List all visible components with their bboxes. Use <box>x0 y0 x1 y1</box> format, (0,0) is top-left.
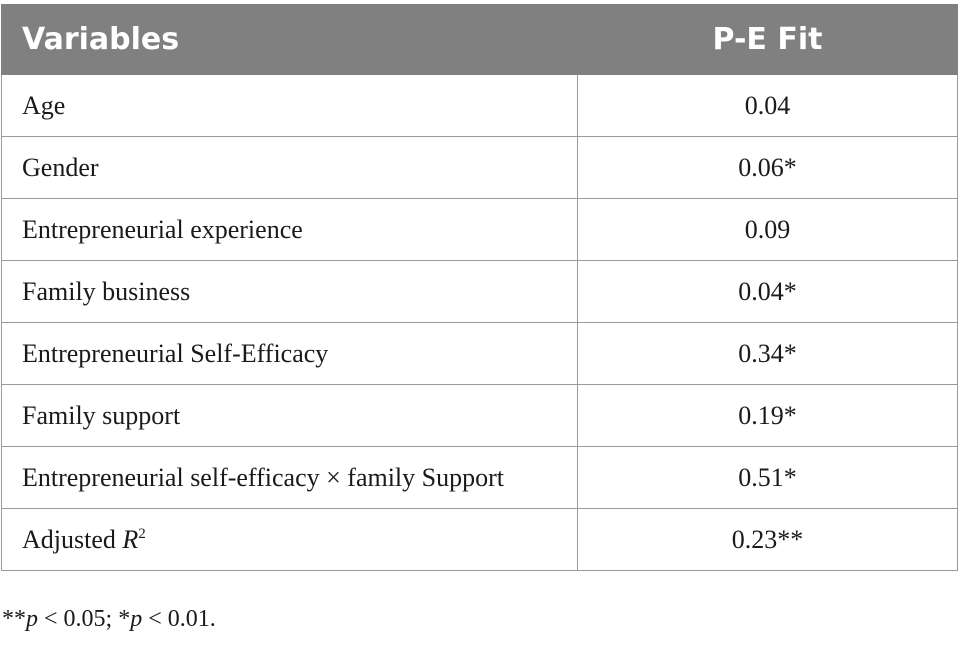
row-value-adjusted-r2: 0.23** <box>577 508 958 571</box>
r-symbol: R <box>122 524 139 554</box>
row-value: 0.19* <box>577 384 958 447</box>
row-variable: Age <box>1 74 578 137</box>
row-variable: Entrepreneurial Self-Efficacy <box>1 322 578 385</box>
table-row: Family support 0.19* <box>1 384 958 447</box>
table-row: Family business 0.04* <box>1 260 958 323</box>
footnote-threshold-2: < 0.01. <box>142 606 216 632</box>
row-variable-adjusted-r2: Adjusted R2 <box>1 508 578 571</box>
adjusted-label: Adjusted <box>22 524 123 554</box>
row-variable: Entrepreneurial experience <box>1 198 578 261</box>
results-table-container: Variables P-E Fit Age 0.04 Gender 0.06* … <box>1 4 958 571</box>
table-row: Entrepreneurial experience 0.09 <box>1 198 958 261</box>
header-variables: Variables <box>1 4 578 75</box>
row-variable: Family business <box>1 260 578 323</box>
results-table: Variables P-E Fit Age 0.04 Gender 0.06* … <box>1 4 958 571</box>
table-footnote: **p < 0.05; *p < 0.01. <box>2 606 216 633</box>
footnote-stars: ** <box>2 606 26 632</box>
row-variable: Gender <box>1 136 578 199</box>
table-row: Entrepreneurial Self-Efficacy 0.34* <box>1 322 958 385</box>
header-row: Variables P-E Fit <box>1 4 958 75</box>
row-variable: Entrepreneurial self-efficacy × family S… <box>1 446 578 509</box>
row-value: 0.04* <box>577 260 958 323</box>
row-variable: Family support <box>1 384 578 447</box>
table-row: Entrepreneurial self-efficacy × family S… <box>1 446 958 509</box>
row-value: 0.04 <box>577 74 958 137</box>
table-row-adjusted-r2: Adjusted R2 0.23** <box>1 508 958 571</box>
row-value: 0.51* <box>577 446 958 509</box>
table-row: Gender 0.06* <box>1 136 958 199</box>
table-row: Age 0.04 <box>1 74 958 137</box>
footnote-threshold-1: < 0.05; * <box>38 606 131 632</box>
row-value: 0.06* <box>577 136 958 199</box>
header-pe-fit: P-E Fit <box>577 4 958 75</box>
row-value: 0.09 <box>577 198 958 261</box>
r-superscript: 2 <box>138 525 146 542</box>
footnote-p-1: p <box>26 606 38 632</box>
row-value: 0.34* <box>577 322 958 385</box>
footnote-p-2: p <box>130 606 143 632</box>
